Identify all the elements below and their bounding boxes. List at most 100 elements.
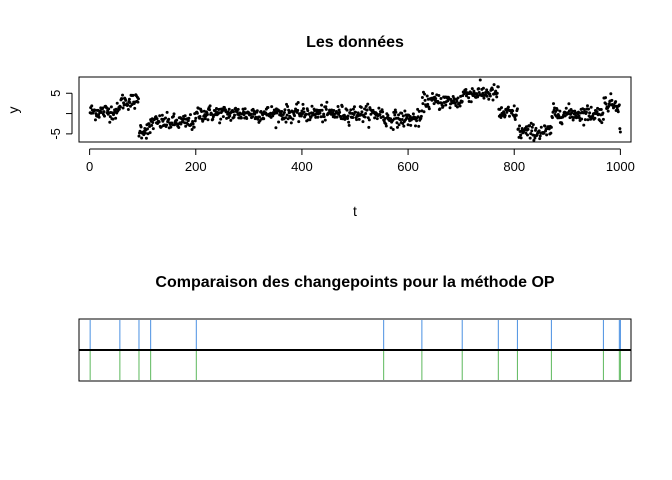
data-point (616, 110, 620, 114)
data-point (144, 136, 148, 140)
data-point (393, 113, 397, 117)
data-point (469, 100, 473, 104)
data-point (304, 112, 308, 116)
data-point (194, 116, 198, 120)
data-point (316, 115, 320, 119)
data-point (325, 100, 329, 104)
data-point (169, 125, 173, 129)
data-point (208, 108, 212, 112)
data-point (378, 113, 382, 117)
data-point (309, 115, 313, 119)
data-point (394, 110, 398, 114)
data-point (537, 129, 541, 133)
data-point (617, 103, 621, 107)
data-point (526, 133, 529, 137)
data-point (401, 122, 405, 126)
data-point (401, 114, 405, 118)
x-tick-label: 600 (397, 159, 419, 174)
data-point (392, 110, 396, 114)
data-point (393, 108, 397, 112)
data-point (488, 94, 492, 98)
data-point (613, 104, 617, 108)
data-point (512, 104, 516, 108)
data-point (257, 115, 261, 119)
data-points (88, 78, 622, 142)
data-point (389, 126, 393, 130)
data-point (107, 107, 111, 111)
x-tick-label: 0 (86, 159, 93, 174)
data-point (587, 107, 591, 111)
data-point (416, 115, 420, 119)
y-tick-label: 5 (48, 90, 63, 97)
data-point (507, 114, 511, 118)
x-axis-label: t (353, 203, 357, 219)
data-point (571, 109, 575, 113)
data-point (505, 110, 509, 114)
data-point (297, 120, 301, 124)
data-point (108, 120, 112, 124)
data-point (200, 109, 204, 113)
data-point (490, 88, 494, 92)
data-point (518, 124, 522, 128)
data-point (482, 96, 486, 100)
data-point (476, 95, 480, 99)
data-point (492, 83, 496, 87)
x-axis: 0 200 400 600 800 1000 (86, 148, 635, 174)
data-point (151, 121, 155, 125)
data-point (415, 119, 419, 123)
y-axis-label: y (5, 107, 21, 114)
data-point (243, 107, 247, 111)
data-point (485, 94, 489, 98)
data-point (363, 115, 367, 119)
data-point (351, 107, 355, 111)
data-point (155, 117, 159, 121)
data-point (545, 133, 549, 137)
data-point (432, 102, 436, 106)
data-point (145, 127, 149, 131)
data-point (198, 115, 202, 119)
data-point (111, 117, 115, 121)
data-point (564, 106, 568, 110)
data-point (455, 99, 459, 103)
data-point (227, 107, 231, 111)
data-point (213, 109, 217, 113)
data-point (580, 117, 584, 121)
data-point (320, 108, 324, 112)
data-point (205, 113, 209, 117)
data-point (558, 109, 562, 113)
data-point (359, 105, 363, 109)
data-point (283, 108, 287, 112)
data-point (531, 123, 535, 127)
data-point (549, 125, 553, 129)
data-point (101, 106, 105, 110)
data-point (532, 138, 536, 142)
data-point (417, 124, 421, 128)
data-point (249, 112, 253, 116)
data-point (426, 102, 430, 106)
data-point (381, 110, 385, 114)
data-point (206, 118, 210, 122)
data-point (571, 118, 575, 122)
data-point (391, 128, 395, 132)
data-point (94, 112, 98, 116)
y-tick-label: -5 (48, 128, 63, 140)
data-point (529, 132, 533, 136)
data-point (229, 118, 233, 122)
data-point (336, 105, 340, 109)
data-point (356, 111, 360, 115)
data-point (97, 115, 101, 119)
data-point (133, 106, 137, 110)
data-point (121, 106, 125, 110)
data-point (555, 108, 559, 112)
data-point (586, 118, 590, 122)
data-point (109, 105, 113, 109)
data-point (343, 117, 347, 121)
data-point (160, 113, 164, 117)
data-point (593, 116, 597, 120)
changepoint-marks (89, 320, 621, 380)
data-point (409, 123, 413, 127)
data-point (464, 94, 468, 98)
data-point (460, 99, 464, 103)
data-point (530, 125, 534, 129)
data-point (352, 113, 356, 117)
